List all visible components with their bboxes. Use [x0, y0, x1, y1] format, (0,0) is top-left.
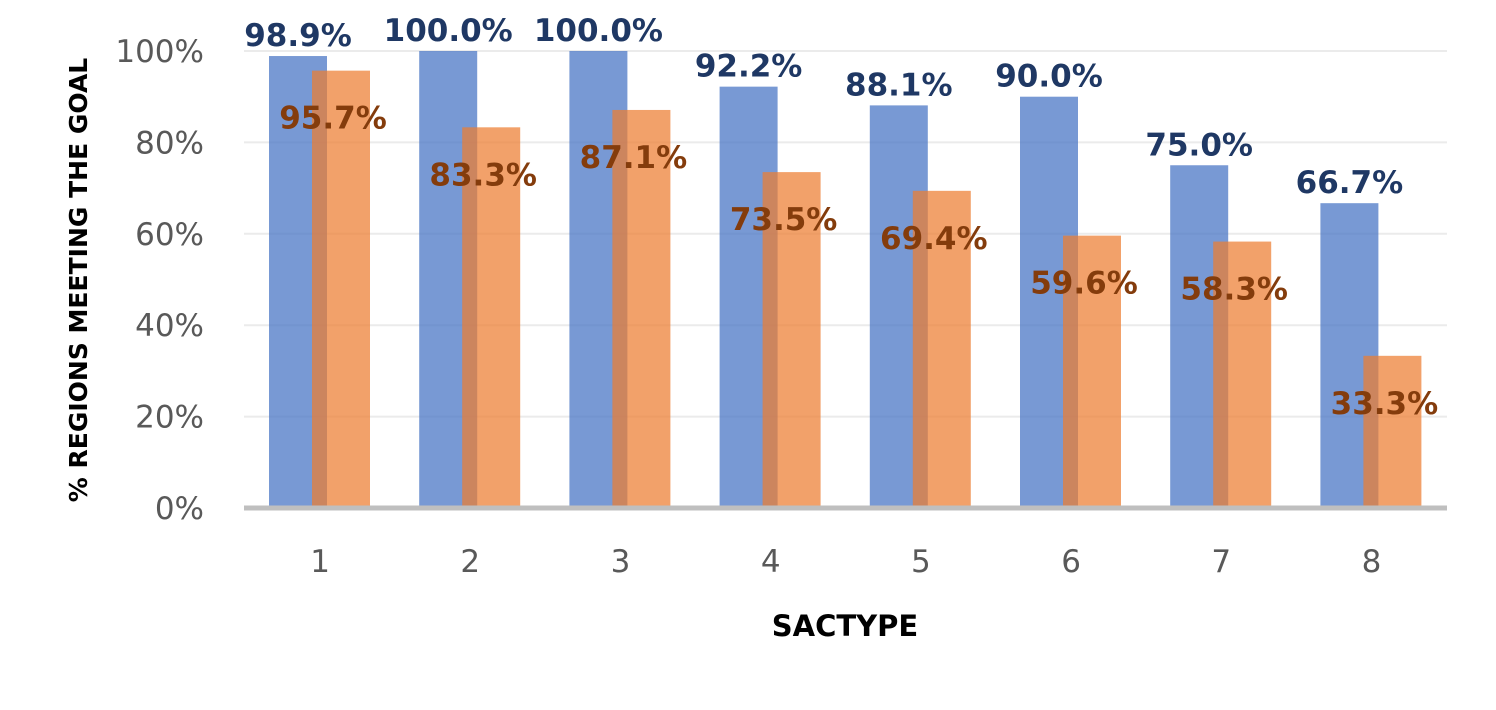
- x-tick-label: 5: [911, 544, 931, 580]
- bar-series-2: [612, 109, 671, 508]
- data-label-series-1: 100.0%: [384, 13, 513, 49]
- y-tick-label: 80%: [135, 125, 204, 161]
- y-tick-label: 100%: [115, 34, 204, 70]
- y-tick-label: 0%: [155, 491, 204, 527]
- data-label-series-1: 100.0%: [534, 13, 663, 49]
- data-label-series-2: 95.7%: [279, 101, 387, 137]
- y-tick-label: 60%: [135, 217, 204, 253]
- x-tick-label: 3: [611, 544, 631, 580]
- data-label-series-1: 92.2%: [695, 49, 803, 85]
- data-label-series-1: 98.9%: [244, 18, 352, 54]
- data-label-series-1: 88.1%: [845, 67, 953, 103]
- x-tick-label: 8: [1362, 544, 1382, 580]
- data-label-series-2: 73.5%: [730, 202, 838, 238]
- bar-series-2: [762, 172, 821, 509]
- y-axis-title: % REGIONS MEETING THE GOAL: [64, 58, 93, 503]
- y-tick-label: 20%: [135, 400, 204, 436]
- data-label-series-2: 59.6%: [1030, 266, 1138, 302]
- y-tick-label: 40%: [135, 308, 204, 344]
- data-label-series-2: 87.1%: [580, 140, 688, 176]
- x-tick-label: 4: [761, 544, 781, 580]
- bar-series-2: [912, 190, 971, 509]
- x-tick-label: 1: [310, 544, 330, 580]
- bar-series-2: [1063, 235, 1121, 509]
- bar-series-2: [1363, 355, 1422, 508]
- bar-series-2: [462, 127, 521, 508]
- bars: [269, 51, 1422, 509]
- data-label-series-1: 66.7%: [1296, 165, 1404, 201]
- data-label-series-2: 58.3%: [1180, 272, 1288, 308]
- data-label-series-1: 75.0%: [1145, 127, 1253, 163]
- data-label-series-2: 83.3%: [429, 157, 537, 193]
- bar-series-2: [312, 70, 370, 508]
- data-label-series-2: 69.4%: [880, 221, 988, 257]
- axes: 0% 20% 40% 60% 80% 100% 1 2 3 4 5 6 7 8: [115, 34, 1447, 580]
- data-label-series-2: 33.3%: [1331, 386, 1439, 422]
- x-tick-label: 6: [1061, 544, 1081, 580]
- x-tick-label: 7: [1211, 544, 1231, 580]
- bar-series-2: [1213, 241, 1272, 508]
- x-tick-label: 2: [460, 544, 480, 580]
- data-label-series-1: 90.0%: [995, 59, 1103, 95]
- x-axis-title: SACTYPE: [772, 609, 918, 643]
- data-labels: 98.9% 95.7% 100.0% 83.3% 100.0% 87.1% 92.2% 73.…: [244, 13, 1438, 422]
